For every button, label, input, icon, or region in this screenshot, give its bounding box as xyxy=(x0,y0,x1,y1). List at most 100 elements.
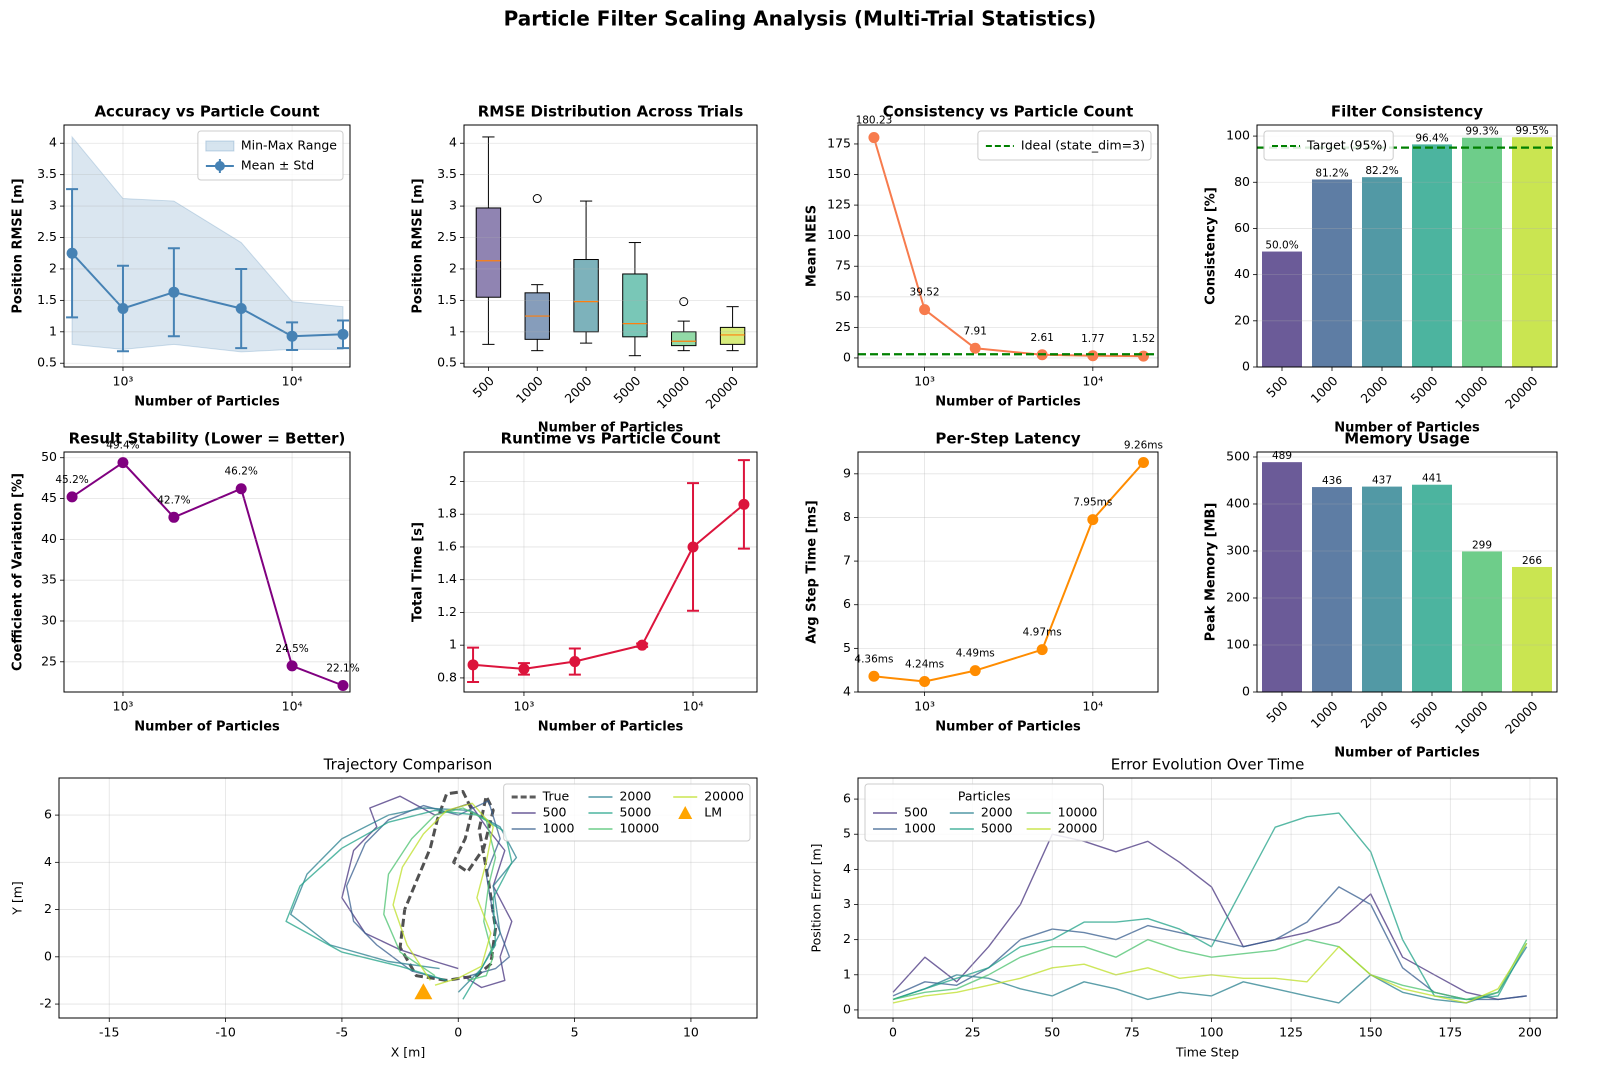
series-line xyxy=(892,886,1527,1001)
data-label: 22.1% xyxy=(326,662,359,674)
x-axis-label: X [m] xyxy=(391,1045,425,1060)
y-tick-label: 3 xyxy=(843,896,851,911)
y-tick-label: 2 xyxy=(449,260,457,275)
marker xyxy=(66,491,78,503)
x-tick-label: 10³ xyxy=(914,699,935,714)
series-line xyxy=(892,946,1528,1004)
outlier xyxy=(679,297,689,307)
x-tick-label: 10 xyxy=(683,1025,699,1040)
panel: 4 5 6 7 8 9 10³ 10⁴ 4.36ms 4.24ms 4.49ms 4.97ms 7.95… xyxy=(805,430,1164,735)
series-line xyxy=(285,809,513,1000)
y-tick-label: 50 xyxy=(835,288,851,303)
panel-title: Memory Usage xyxy=(1344,430,1470,448)
y-tick-label: 1.2 xyxy=(437,604,457,619)
data-label: 7.91 xyxy=(964,325,987,337)
series-line xyxy=(892,833,1527,1001)
x-tick-label: 10³ xyxy=(914,374,935,389)
y-axis-label: Mean NEES xyxy=(805,205,820,287)
panel-title: Per-Step Latency xyxy=(935,430,1080,448)
panel-title: RMSE Distribution Across Trials xyxy=(478,103,744,121)
y-axis-label: Peak Memory [MB] xyxy=(1204,503,1219,642)
legend-label: 20000 xyxy=(1058,821,1098,836)
landmark xyxy=(414,983,433,1000)
y-tick-label: 0.5 xyxy=(437,355,457,370)
x-tick-label: 20000 xyxy=(1502,373,1541,412)
legend: Ideal (state_dim=3) xyxy=(977,130,1152,161)
y-tick-label: 4 xyxy=(49,135,57,150)
data-label: 81.2% xyxy=(1315,167,1348,179)
marker xyxy=(117,457,129,469)
marker xyxy=(738,498,750,510)
x-tick-label: 125 xyxy=(1279,1025,1303,1040)
x-tick-label: 0 xyxy=(889,1025,897,1040)
x-tick-label: 5 xyxy=(571,1025,579,1040)
marker xyxy=(1087,350,1099,362)
data-label: 4.36ms xyxy=(854,653,893,665)
y-tick-label: 2 xyxy=(49,260,57,275)
marker xyxy=(868,670,880,682)
y-tick-label: 4 xyxy=(843,684,851,699)
series-line xyxy=(892,812,1528,1001)
legend-label: 10000 xyxy=(619,821,659,836)
y-axis-label: Position RMSE [m] xyxy=(411,178,426,313)
data-label: 7.95ms xyxy=(1073,497,1112,509)
data-label: 1.52 xyxy=(1132,333,1155,345)
axes-frame xyxy=(63,124,351,368)
marker xyxy=(518,663,530,675)
bar xyxy=(1512,566,1552,692)
plot-area xyxy=(71,461,344,687)
y-tick-label: 0 xyxy=(843,349,851,364)
axes-frame xyxy=(63,451,351,693)
series-line xyxy=(345,800,511,982)
y-tick-label: 40 xyxy=(41,531,57,546)
x-axis-label: Number of Particles xyxy=(935,395,1081,410)
x-tick-label: 10⁴ xyxy=(1082,374,1103,389)
legend-label: 2000 xyxy=(619,789,651,804)
bar xyxy=(1462,137,1502,367)
marker xyxy=(1137,456,1149,468)
x-tick-label: 10⁴ xyxy=(282,699,303,714)
y-tick-label: 100 xyxy=(1226,636,1250,651)
x-tick-label: -5 xyxy=(336,1025,348,1040)
y-tick-label: 150 xyxy=(827,166,851,181)
box xyxy=(671,331,697,347)
y-tick-label: 30 xyxy=(41,612,57,627)
legend-title: Particles xyxy=(958,789,1011,804)
axes-frame xyxy=(58,777,758,1019)
y-tick-label: 7 xyxy=(843,553,851,568)
legend-label: Ideal (state_dim=3) xyxy=(1021,138,1145,153)
bar xyxy=(1362,486,1402,692)
axes-frame xyxy=(1256,451,1558,693)
marker xyxy=(337,679,349,691)
panel-title: Result Stability (Lower = Better) xyxy=(69,430,346,448)
data-label: 50.0% xyxy=(1265,240,1298,252)
x-tick-label: 175 xyxy=(1438,1025,1462,1040)
marker xyxy=(1036,644,1048,656)
plot-area xyxy=(1262,462,1552,692)
panel: 25 30 35 40 45 50 10³ 10⁴ 45.2% 49.4% 42.7% 46.2% 24… xyxy=(11,430,360,735)
y-tick-label: 0 xyxy=(1242,359,1250,374)
panel-title: Runtime vs Particle Count xyxy=(501,430,721,448)
y-tick-label: 100 xyxy=(827,227,851,242)
data-label: 441 xyxy=(1422,473,1442,485)
x-tick-label: 75 xyxy=(1124,1025,1140,1040)
y-tick-label: 9 xyxy=(843,465,851,480)
x-tick-label: 1000 xyxy=(1307,698,1340,731)
y-tick-label: 0 xyxy=(843,1001,851,1016)
data-label: 49.4% xyxy=(106,440,139,452)
x-axis-label: Number of Particles xyxy=(134,395,280,410)
y-tick-label: 1.6 xyxy=(437,538,457,553)
legend-box xyxy=(1263,130,1394,161)
figure-title: Particle Filter Scaling Analysis (Multi-… xyxy=(504,7,1097,31)
plot-area xyxy=(1262,137,1552,367)
legend-swatch xyxy=(678,806,693,819)
y-tick-label: 4 xyxy=(44,854,52,869)
series-line xyxy=(290,807,518,993)
y-tick-label: 1.4 xyxy=(437,571,457,586)
x-tick-label: 1000 xyxy=(1307,373,1340,406)
y-axis-label: Y [m] xyxy=(10,881,25,916)
panel: 0.5 1 1.5 2 2.5 3 3.5 4 500 1000 2000 5000 10000 2000… xyxy=(411,103,758,436)
plot-area xyxy=(892,812,1528,1004)
marker xyxy=(969,342,981,354)
